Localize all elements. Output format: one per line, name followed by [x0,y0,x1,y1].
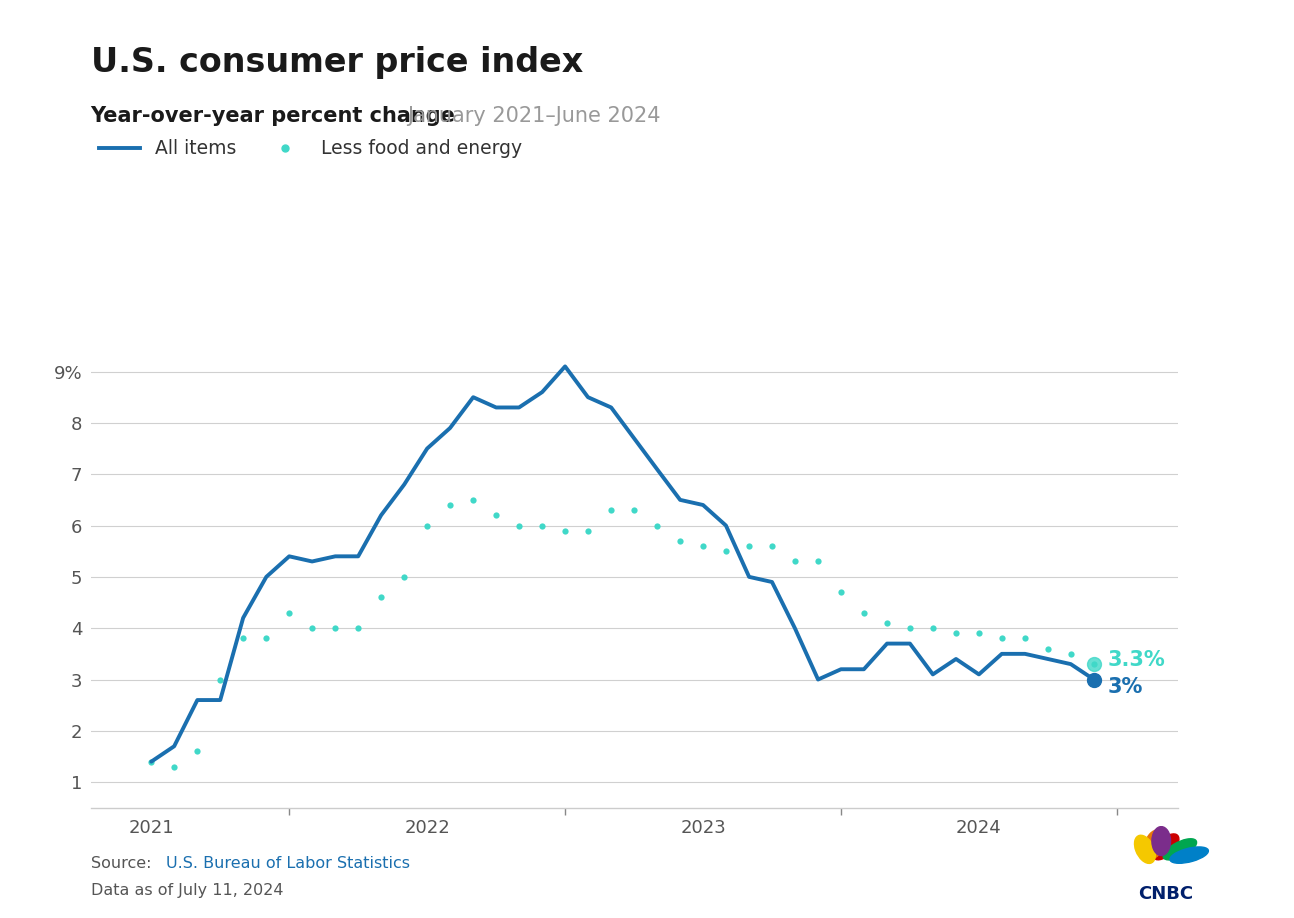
Text: 3.3%: 3.3% [1108,650,1166,670]
Ellipse shape [1152,826,1171,856]
Text: Source:: Source: [91,856,157,870]
Text: 3%: 3% [1108,677,1143,697]
Text: U.S. Bureau of Labor Statistics: U.S. Bureau of Labor Statistics [166,856,410,870]
Ellipse shape [1163,839,1197,860]
Ellipse shape [1144,830,1165,858]
Text: January 2021–June 2024: January 2021–June 2024 [408,106,661,126]
Text: U.S. consumer price index: U.S. consumer price index [91,46,582,79]
Text: Data as of July 11, 2024: Data as of July 11, 2024 [91,883,283,898]
Ellipse shape [1135,835,1156,864]
Text: Year-over-year percent change: Year-over-year percent change [91,106,455,126]
Text: CNBC: CNBC [1139,885,1193,903]
Ellipse shape [1170,847,1209,863]
Legend: All items, Less food and energy: All items, Less food and energy [98,140,521,159]
Ellipse shape [1153,834,1179,860]
